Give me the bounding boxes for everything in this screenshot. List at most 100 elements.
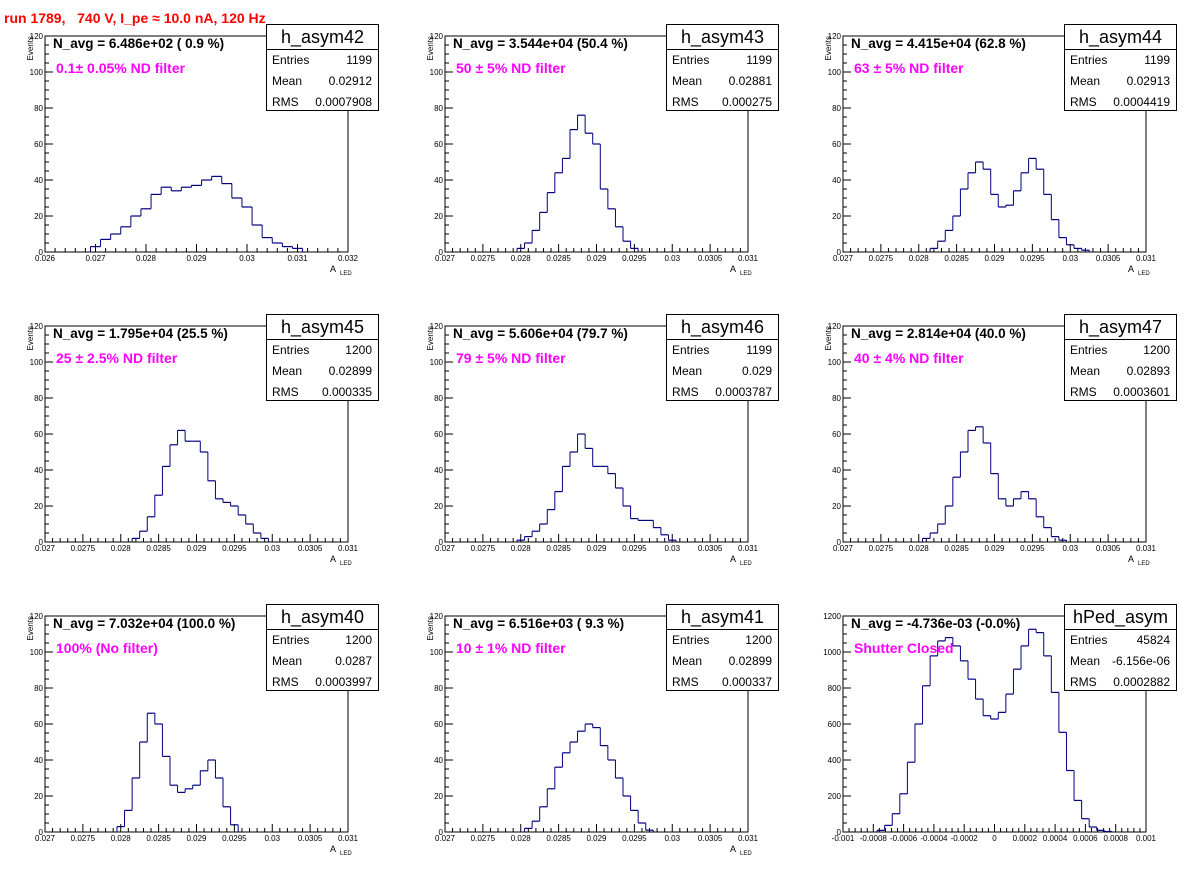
x-tick-label: 0.031 <box>338 834 359 843</box>
y-tick-label: 0 <box>837 248 842 257</box>
x-tick-label: 0.03 <box>664 254 680 263</box>
x-axis-title: A <box>730 844 736 854</box>
histogram-panel: 0.027 0.0275 0.028 0.0285 0.029 0.0295 0.03 0.0… <box>26 612 359 857</box>
x-tick-label: 0.031 <box>287 254 308 263</box>
stats-value: 1199 <box>746 53 772 67</box>
stats-box: h_asym47 Entries 1200 Mean 0.02893 RMS 0.00036… <box>1064 314 1177 401</box>
stats-value: 0.02913 <box>1126 74 1170 88</box>
y-tick-label: 600 <box>828 720 842 729</box>
x-tick-label: 0.031 <box>1136 254 1157 263</box>
stats-box-title: hPed_asym <box>1065 605 1176 630</box>
y-tick-label: 0 <box>39 248 44 257</box>
stats-label: RMS <box>272 385 299 399</box>
stats-label: Entries <box>672 633 710 647</box>
stats-row-mean: Mean 0.02913 <box>1065 71 1176 92</box>
x-tick-label: 0.0295 <box>1020 544 1045 553</box>
x-tick-label: 0.031 <box>338 544 359 553</box>
y-axis-title: Events <box>824 36 833 60</box>
stats-box-title: h_asym44 <box>1065 25 1176 50</box>
x-axis-title-subscript: LED <box>340 561 352 567</box>
stats-label: Mean <box>1070 364 1101 378</box>
stats-row-rms: RMS 0.0002882 <box>1065 672 1176 693</box>
stats-value: 0.000335 <box>321 385 372 399</box>
stats-row-rms: RMS 0.000337 <box>667 672 778 693</box>
stats-label: Mean <box>272 654 303 668</box>
x-tick-label: 0.027 <box>35 544 56 553</box>
x-tick-label: 0.0285 <box>944 544 969 553</box>
x-tick-label: 0.0295 <box>222 544 247 553</box>
x-tick-label: 0.028 <box>909 544 930 553</box>
x-tick-label: 0.0275 <box>471 254 496 263</box>
stats-label: RMS <box>672 95 699 109</box>
y-tick-label: 120 <box>30 32 44 41</box>
x-tick-label: 0.028 <box>111 544 132 553</box>
x-tick-label: -0.0004 <box>920 834 948 843</box>
x-axis-title: A <box>330 844 336 854</box>
stats-box-title: h_asym42 <box>267 25 378 50</box>
stats-row-entries: Entries 1199 <box>667 340 778 361</box>
y-tick-label: 40 <box>434 756 443 765</box>
x-axis-title-subscript: LED <box>740 271 752 277</box>
stats-label: Mean <box>272 74 303 88</box>
navg-label: N_avg = 3.544e+04 (50.4 %) <box>453 36 628 51</box>
x-tick-label: 0.0275 <box>71 834 96 843</box>
y-tick-label: 80 <box>34 394 43 403</box>
stats-box-title: h_asym45 <box>267 315 378 340</box>
stats-value: 1200 <box>745 633 772 647</box>
y-tick-label: 0 <box>837 538 842 547</box>
y-tick-label: 1000 <box>823 648 841 657</box>
y-tick-label: 60 <box>434 430 443 439</box>
y-tick-label: 60 <box>434 720 443 729</box>
y-tick-label: 80 <box>832 104 841 113</box>
x-tick-label: 0.029 <box>984 254 1005 263</box>
y-tick-label: 40 <box>434 176 443 185</box>
stats-label: Mean <box>672 364 703 378</box>
filter-label: Shutter Closed <box>854 640 954 656</box>
stats-box: hPed_asym Entries 45824 Mean -6.156e-06 RMS 0.… <box>1064 604 1177 691</box>
x-tick-label: 0.0295 <box>622 254 647 263</box>
x-tick-label: 0.027 <box>85 254 106 263</box>
x-tick-label: 0.03 <box>239 254 255 263</box>
y-tick-label: 200 <box>828 792 842 801</box>
stats-label: Entries <box>272 343 310 357</box>
stats-box-title: h_asym40 <box>267 605 378 630</box>
x-tick-label: -0.0002 <box>951 834 979 843</box>
x-axis-title: A <box>1128 554 1134 564</box>
y-tick-label: 0 <box>439 538 444 547</box>
stats-value: 1199 <box>1144 53 1170 67</box>
navg-label: N_avg = 6.516e+03 ( 9.3 %) <box>453 616 625 631</box>
x-axis-title-subscript: LED <box>1138 271 1150 277</box>
stats-label: RMS <box>272 675 299 689</box>
y-tick-label: 60 <box>34 140 43 149</box>
stats-box: h_asym42 Entries 1199 Mean 0.02912 RMS 0.00079… <box>266 24 379 111</box>
y-tick-label: 100 <box>30 358 44 367</box>
x-axis-title: A <box>330 264 336 274</box>
y-tick-label: 40 <box>34 756 43 765</box>
stats-value: 0.029 <box>741 364 772 378</box>
x-tick-label: 0.0275 <box>471 544 496 553</box>
stats-value: 0.02893 <box>1126 364 1170 378</box>
stats-label: RMS <box>272 95 299 109</box>
x-tick-label: 0.0275 <box>71 544 96 553</box>
stats-label: RMS <box>672 385 699 399</box>
navg-label: N_avg = 1.795e+04 (25.5 %) <box>53 326 228 341</box>
stats-value: 45824 <box>1136 633 1170 647</box>
x-axis-title: A <box>330 554 336 564</box>
stats-row-mean: Mean 0.02899 <box>667 651 778 672</box>
stats-box: h_asym45 Entries 1200 Mean 0.02899 RMS 0.00033… <box>266 314 379 401</box>
stats-row-mean: Mean 0.029 <box>667 361 778 382</box>
stats-value: 1199 <box>346 53 372 67</box>
stats-box-title: h_asym46 <box>667 315 778 340</box>
stats-value: 1200 <box>1143 343 1170 357</box>
y-axis-title: Events <box>26 36 35 60</box>
x-tick-label: 0.0285 <box>546 254 571 263</box>
x-tick-label: 0.0295 <box>1020 254 1045 263</box>
stats-value: 1199 <box>746 343 772 357</box>
stats-box: h_asym41 Entries 1200 Mean 0.02899 RMS 0.00033… <box>666 604 779 691</box>
filter-label: 63 ± 5% ND filter <box>854 60 964 76</box>
x-tick-label: 0.029 <box>586 544 607 553</box>
x-tick-label: 0.0305 <box>698 544 723 553</box>
x-tick-label: 0.029 <box>186 254 207 263</box>
x-tick-label: 0.0295 <box>622 834 647 843</box>
y-tick-label: 60 <box>832 430 841 439</box>
